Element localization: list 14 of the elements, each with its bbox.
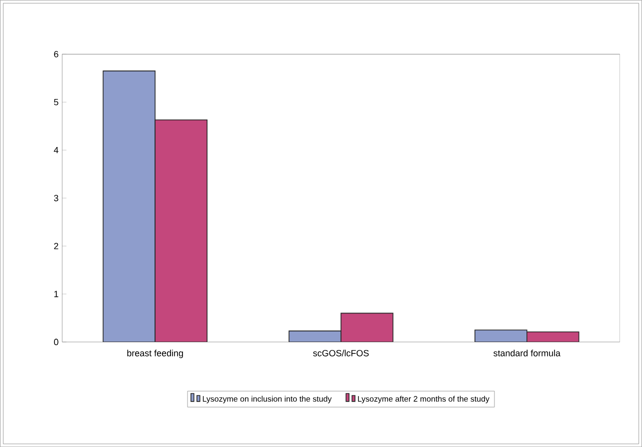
- bar: [102, 70, 156, 342]
- x-tick-label: breast feeding: [127, 350, 183, 358]
- x-tick-label: standard formula: [494, 350, 560, 356]
- x-tick-label: scGOS/lcFOS: [313, 350, 369, 356]
- y-tick-label: 2: [54, 242, 58, 250]
- y-tick-label: 5: [54, 98, 58, 106]
- y-tick-label: 1: [54, 290, 58, 298]
- bar: [154, 119, 208, 342]
- bar: [474, 330, 528, 342]
- bar: [340, 312, 394, 342]
- y-tick-label: 4: [54, 146, 58, 154]
- y-tick-label: 0: [54, 338, 58, 346]
- y-tick-label: 3: [54, 194, 58, 202]
- y-tick-label: 6: [54, 50, 58, 58]
